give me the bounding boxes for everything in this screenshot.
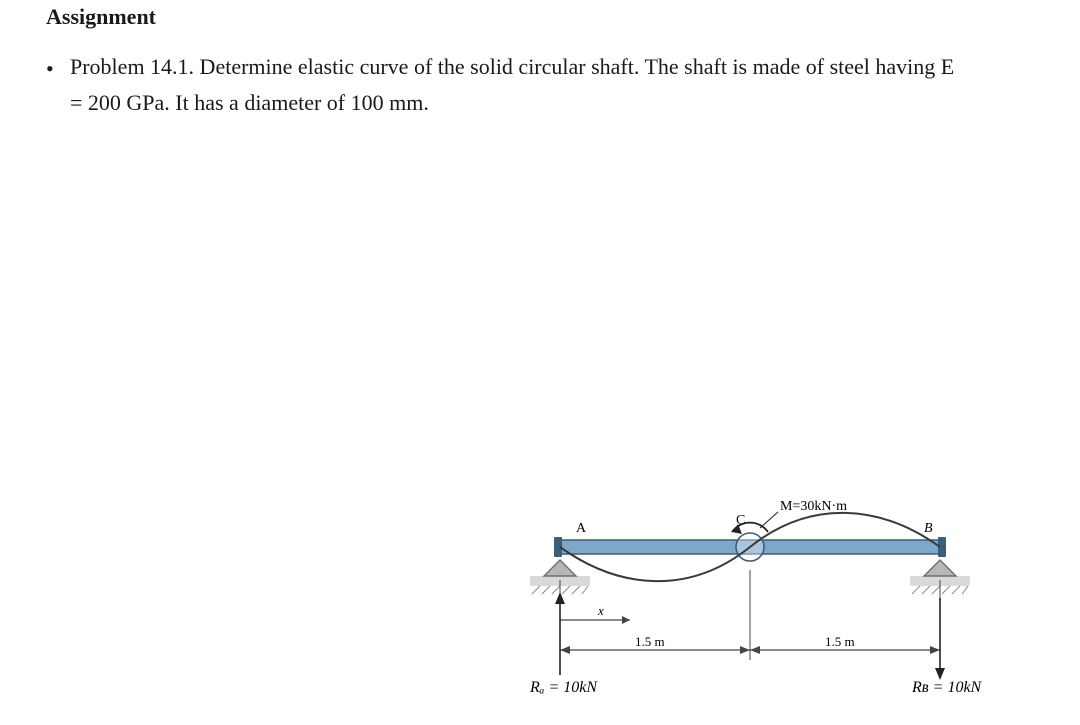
label-C: C <box>736 513 745 528</box>
page: Assignment • Problem 14.1. Determine ela… <box>0 0 1080 725</box>
bullet: • <box>46 56 54 82</box>
label-x: x <box>597 603 604 618</box>
support-right <box>924 560 956 576</box>
problem-text-line1: Problem 14.1. Determine elastic curve of… <box>70 50 1060 84</box>
support-left <box>544 560 576 576</box>
dim-left-label: 1.5 m <box>635 634 665 649</box>
beam-figure: A C B M=30kN·m x 1.5 m 1.5 m <box>480 480 1000 710</box>
label-M: M=30kN·m <box>780 499 847 514</box>
label-A: A <box>576 521 587 536</box>
label-RB: Rʙ = 10kN <box>911 679 983 696</box>
page-title: Assignment <box>46 4 156 30</box>
reaction-RA-arrow <box>555 592 565 604</box>
x-axis-arrow <box>622 616 630 624</box>
label-B: B <box>924 521 933 536</box>
beam-svg: A C B M=30kN·m x 1.5 m 1.5 m <box>480 480 1000 710</box>
label-RA: Rₐ = 10kN <box>529 679 598 696</box>
dim-right-label: 1.5 m <box>825 634 855 649</box>
problem-text-line2: = 200 GPa. It has a diameter of 100 mm. <box>70 90 429 116</box>
